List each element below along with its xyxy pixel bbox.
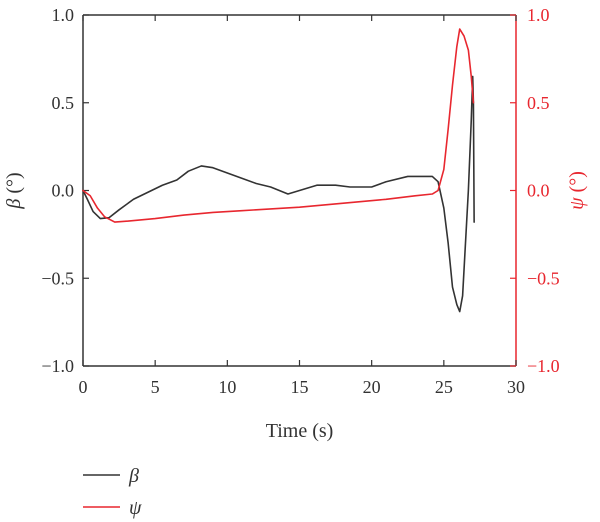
legend-label: ψ xyxy=(129,497,142,519)
y-right-tick-label: 1.0 xyxy=(527,5,550,25)
y-right-tick-label: −0.5 xyxy=(527,268,560,288)
series-line-beta xyxy=(82,75,475,313)
y-left-tick-label: 1.0 xyxy=(52,5,75,25)
y-left-tick-label: −0.5 xyxy=(41,268,74,288)
y-right-axis-title: ψ (°) xyxy=(566,171,588,210)
labels-layer: 0 5 10 15 20 25 30 1.0 0.5 0.0 −0.5 −1.0 1.0 0.5 0.0 −0… xyxy=(3,5,588,442)
legend-label: β xyxy=(128,465,139,487)
x-tick-label: 5 xyxy=(151,377,160,397)
y-right-tick-label: 0.0 xyxy=(527,181,550,201)
x-tick-label: 0 xyxy=(79,377,88,397)
series-layer xyxy=(82,28,475,313)
y-left-tick-label: −1.0 xyxy=(41,356,74,376)
series-line-psi xyxy=(82,28,475,223)
y-right-tick-label: 0.5 xyxy=(527,93,550,113)
x-tick-label: 10 xyxy=(218,377,236,397)
y-left-tick-label: 0.0 xyxy=(52,181,75,201)
axes-layer xyxy=(82,14,517,367)
x-tick-label: 15 xyxy=(291,377,309,397)
y-left-axis-title: β (°) xyxy=(3,172,25,209)
y-right-tick-label: −1.0 xyxy=(527,356,560,376)
y-right-axis-unit: (°) xyxy=(566,171,588,197)
legend: βψ xyxy=(83,465,142,519)
y-left-axis-symbol: β xyxy=(3,199,25,210)
y-left-axis-unit: (°) xyxy=(3,172,25,198)
x-tick-label: 30 xyxy=(507,377,525,397)
x-tick-label: 25 xyxy=(435,377,453,397)
y-left-tick-label: 0.5 xyxy=(52,93,75,113)
x-axis-title: Time (s) xyxy=(266,420,334,442)
x-tick-label: 20 xyxy=(363,377,381,397)
y-right-axis-symbol: ψ xyxy=(566,197,588,210)
